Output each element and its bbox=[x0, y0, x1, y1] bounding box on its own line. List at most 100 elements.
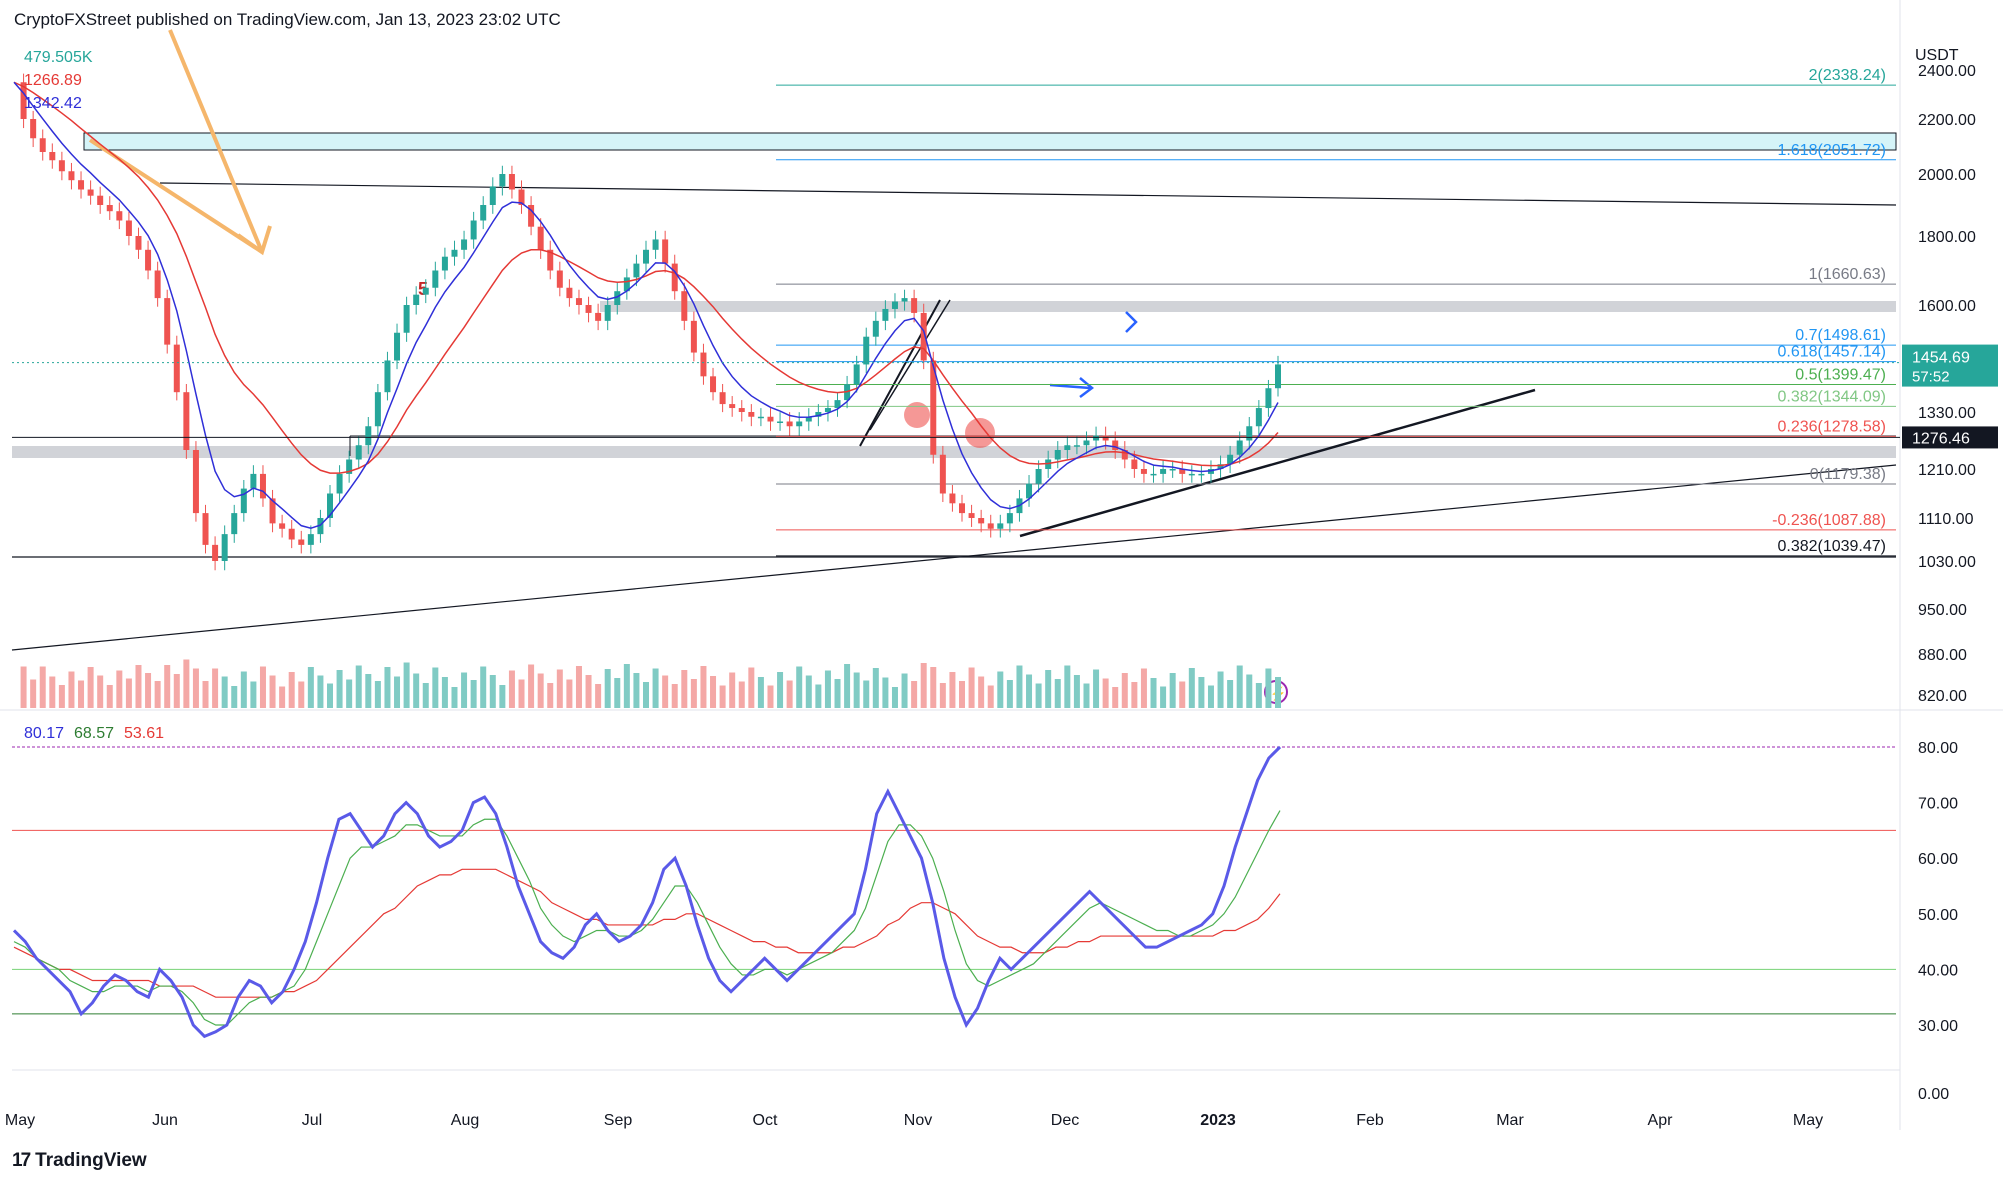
volume-bar bbox=[1246, 674, 1253, 708]
volume-bar bbox=[231, 686, 238, 708]
candle-body bbox=[30, 119, 37, 139]
candle-body bbox=[575, 298, 582, 305]
candle-body bbox=[796, 421, 803, 427]
volume-bar bbox=[49, 676, 56, 708]
y-tick-label: 1210.00 bbox=[1918, 462, 1976, 479]
rsi-panel: 80.00 70.00 60.00 50.00 40.00 30.00 0.00 bbox=[12, 740, 1958, 1103]
candle-body bbox=[374, 392, 381, 427]
x-tick-label: Aug bbox=[451, 1112, 479, 1129]
fib-label: 0.5(1399.47) bbox=[1795, 366, 1886, 383]
volume-bar bbox=[1045, 670, 1052, 708]
candle-body bbox=[757, 416, 764, 419]
rsi-ma-line bbox=[13, 810, 1281, 1026]
volume-bar bbox=[97, 675, 104, 708]
volume-bar bbox=[106, 685, 113, 708]
volume-bar bbox=[662, 675, 669, 708]
candle-body bbox=[690, 320, 697, 353]
currency-label: USDT bbox=[1915, 47, 1959, 64]
volume-bar bbox=[1093, 669, 1100, 708]
candle-body bbox=[231, 513, 238, 535]
candle-body bbox=[317, 518, 324, 535]
candle-body bbox=[777, 421, 784, 423]
rsi-tick-label: 80.00 bbox=[1918, 740, 1958, 757]
candle-body bbox=[824, 408, 831, 412]
arrow-head bbox=[1125, 311, 1138, 333]
candle-body bbox=[432, 270, 439, 288]
candle-body bbox=[508, 174, 515, 190]
resistance-zone bbox=[600, 301, 1896, 312]
y-tick-label: 820.00 bbox=[1918, 688, 1967, 705]
x-tick-label: Dec bbox=[1051, 1112, 1079, 1129]
volume-bar bbox=[585, 675, 592, 708]
volume-bar bbox=[575, 666, 582, 708]
candle-body bbox=[250, 473, 257, 489]
candle-body bbox=[39, 138, 46, 152]
volume-bar bbox=[710, 676, 717, 708]
volume-bar bbox=[374, 681, 381, 708]
volume-bar bbox=[346, 679, 353, 708]
rsi-tick-label: 0.00 bbox=[1918, 1086, 1949, 1103]
candle-body bbox=[891, 301, 898, 309]
volume-bar bbox=[1016, 665, 1023, 708]
candle-body bbox=[566, 287, 573, 299]
fib-levels: 2(2338.24) 1.618(2051.72) 1(1660.63) 0.7(14… bbox=[776, 67, 1896, 557]
volume-bar bbox=[288, 672, 295, 708]
candle-body bbox=[1006, 513, 1013, 524]
volume-bar bbox=[518, 679, 525, 708]
volume-bar bbox=[633, 673, 640, 708]
footer-brand-text: TradingView bbox=[35, 1150, 147, 1171]
volume-bar bbox=[891, 687, 898, 708]
candle-body bbox=[202, 513, 209, 545]
volume-bar bbox=[834, 679, 841, 708]
candle-body bbox=[537, 226, 544, 250]
rsi-tick-label: 30.00 bbox=[1918, 1018, 1958, 1035]
candle-body bbox=[355, 445, 362, 460]
volume-bar bbox=[68, 671, 75, 708]
candles bbox=[13, 73, 1281, 571]
candle-body bbox=[1188, 473, 1195, 476]
volume-bar bbox=[882, 677, 889, 708]
candle-body bbox=[413, 294, 420, 305]
candle-body bbox=[882, 308, 889, 321]
volume-bar bbox=[690, 679, 697, 708]
candle-body bbox=[365, 426, 372, 446]
volume-bar bbox=[58, 685, 65, 708]
volume-bar bbox=[20, 666, 27, 708]
volume-bar bbox=[1207, 685, 1214, 708]
candle-body bbox=[125, 220, 132, 236]
volume-bar bbox=[384, 667, 391, 708]
candle-body bbox=[269, 498, 276, 524]
candle-body bbox=[547, 249, 554, 271]
candle-body bbox=[154, 270, 161, 299]
volume-bar bbox=[1275, 677, 1281, 708]
candle-body bbox=[585, 305, 592, 313]
volume-bar bbox=[987, 685, 994, 708]
volume-bars bbox=[20, 659, 1281, 708]
rsi-tick-label: 60.00 bbox=[1918, 851, 1958, 868]
y-tick-label: 2000.00 bbox=[1918, 167, 1976, 184]
volume-bar bbox=[786, 680, 793, 708]
marker-circle bbox=[904, 402, 930, 428]
volume-bar bbox=[240, 671, 247, 708]
volume-bar bbox=[394, 676, 401, 708]
volume-bar bbox=[87, 667, 94, 708]
volume-bar bbox=[1227, 680, 1234, 708]
footer-brand[interactable]: 17 TradingView bbox=[12, 1150, 147, 1172]
supply-zone bbox=[83, 132, 1897, 151]
volume-bar bbox=[623, 664, 630, 708]
legend-value: 1342.42 bbox=[24, 95, 82, 112]
candle-body bbox=[346, 459, 353, 474]
volume-bar bbox=[480, 666, 487, 708]
candle-body bbox=[1064, 445, 1071, 450]
volume-bar bbox=[767, 685, 774, 708]
fib-label: 0.7(1498.61) bbox=[1795, 327, 1886, 344]
fib-label: 0.382(1344.09) bbox=[1777, 388, 1886, 405]
volume-bar bbox=[212, 668, 219, 708]
volume-bar bbox=[643, 682, 649, 708]
candle-body bbox=[1246, 426, 1253, 441]
volume-bar bbox=[863, 680, 870, 708]
volume-bar bbox=[700, 666, 707, 708]
trendline-top bbox=[159, 182, 1897, 206]
candle-body bbox=[662, 239, 669, 264]
